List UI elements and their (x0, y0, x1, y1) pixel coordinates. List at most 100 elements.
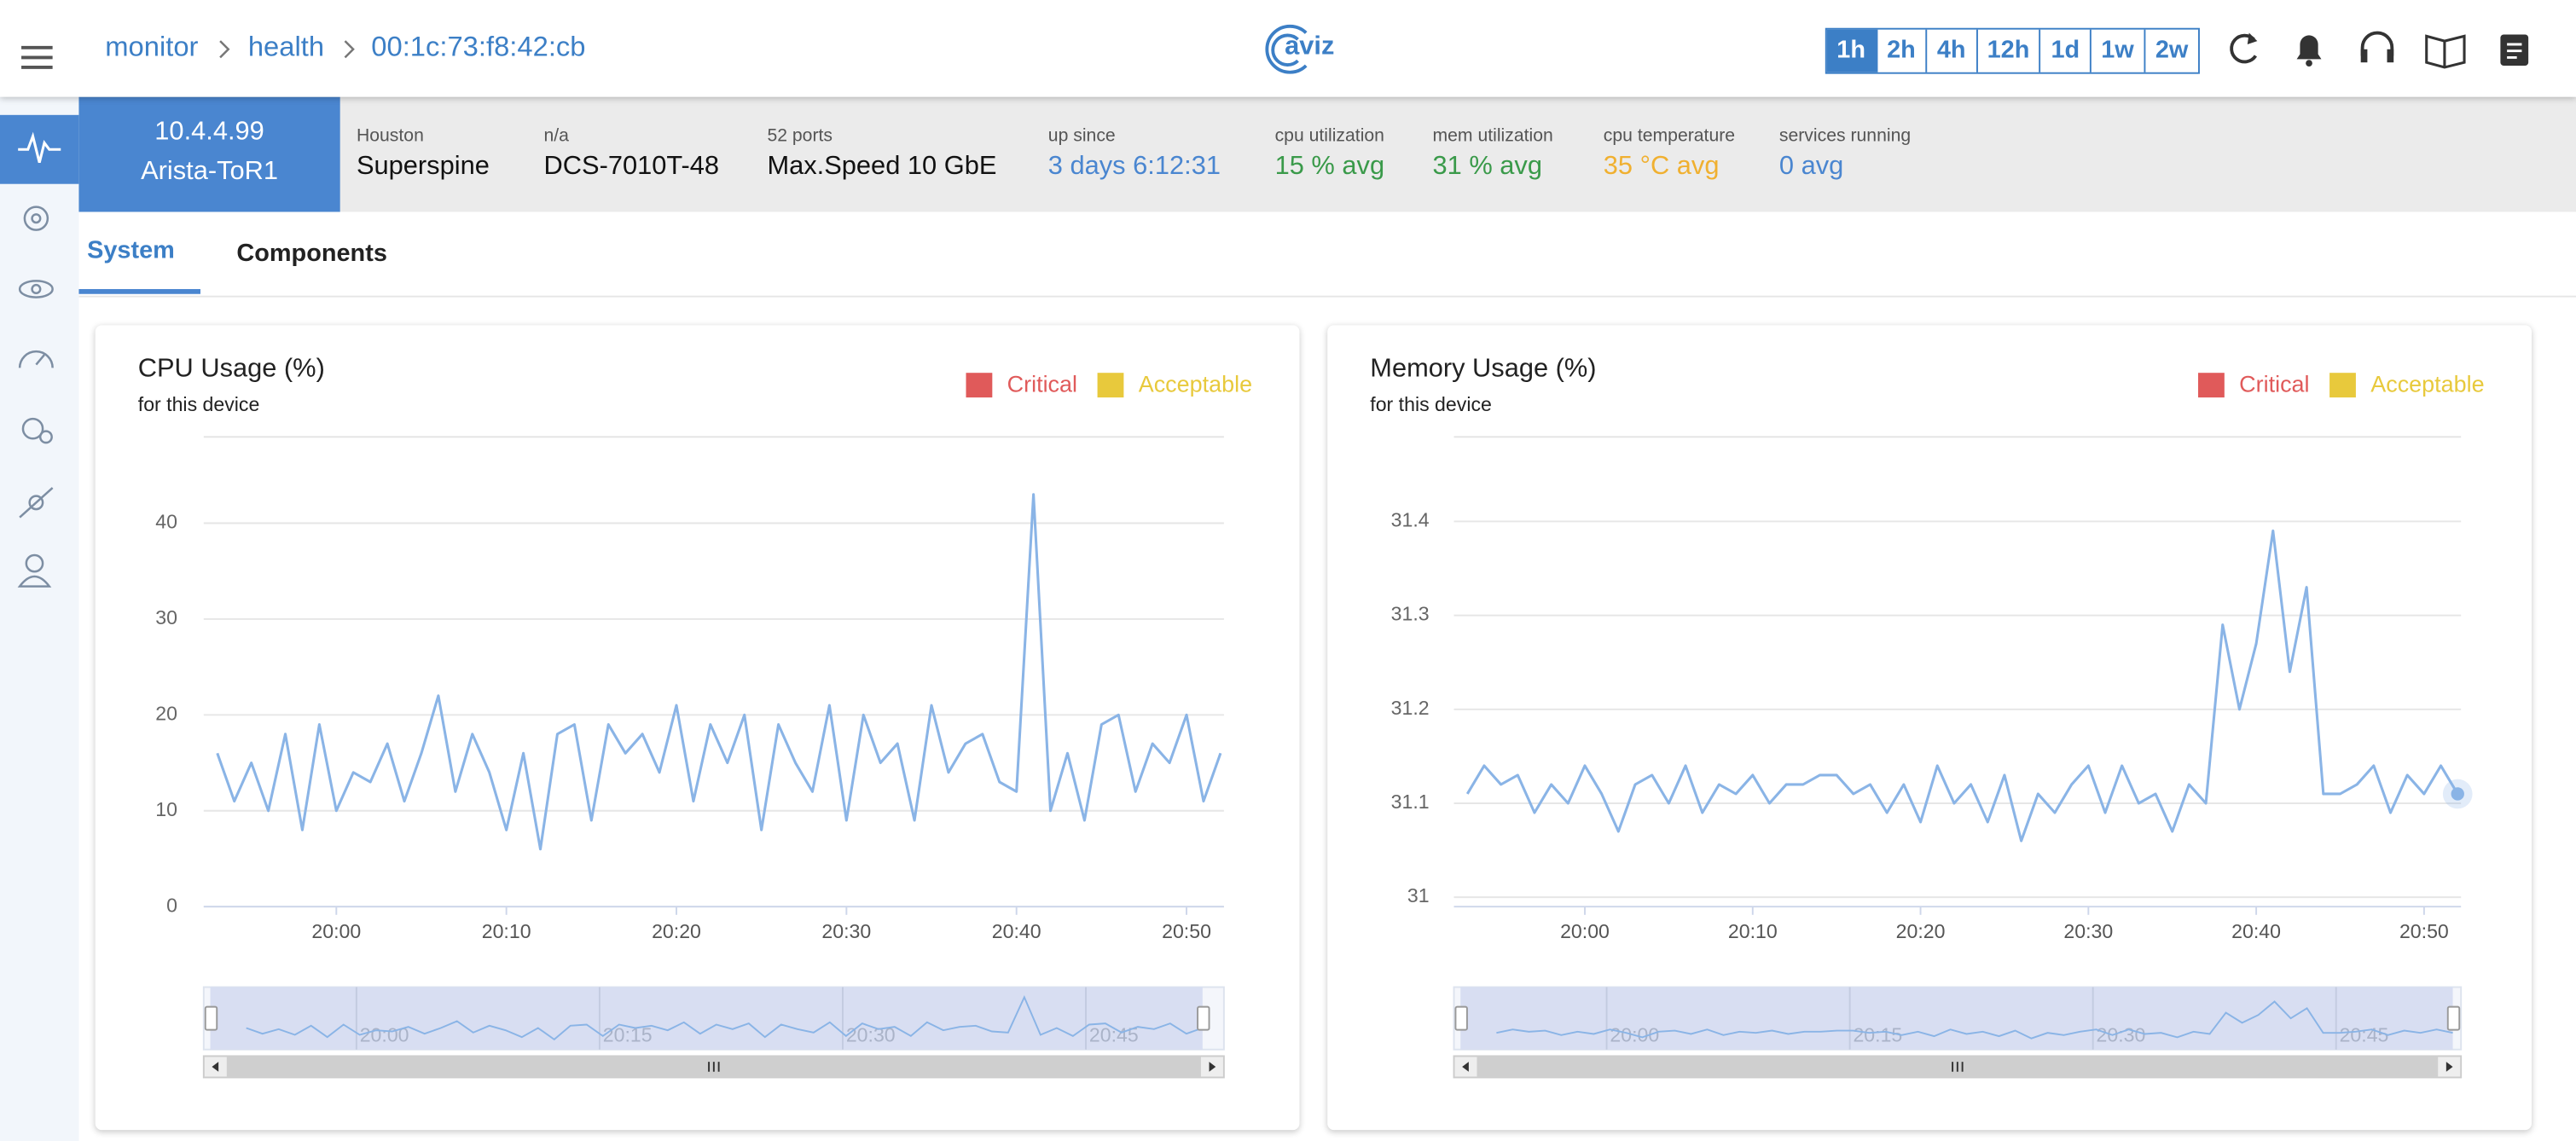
scroll-left[interactable] (1462, 1062, 1469, 1072)
chart: CPU Usage (%) for this device Critical Acce… (138, 352, 1252, 1079)
navigator-handle[interactable] (2446, 1005, 2461, 1031)
menu-button[interactable] (21, 45, 53, 69)
nav-view[interactable] (18, 280, 54, 298)
x-tick-label: 20:50 (1162, 920, 1211, 942)
device-name: Arista-ToR1 (141, 157, 279, 186)
breadcrumb-item[interactable]: health (247, 31, 325, 63)
x-tick-label: 20:20 (1896, 920, 1946, 942)
navigator-selection[interactable] (210, 987, 1203, 1050)
tab-divider (78, 295, 2576, 298)
time-range-button[interactable]: 1h (1826, 29, 1876, 72)
info-value: 35 °C avg (1603, 153, 1720, 181)
header-icons (21, 24, 2529, 74)
legend-swatch (2198, 373, 2225, 398)
navigator-tick-label: 20:45 (2340, 1023, 2389, 1045)
breadcrumb-item[interactable]: monitor (105, 31, 199, 63)
header: monitor health 00:1c:73:f8:42:cb aviz 1h… (0, 0, 2576, 97)
device-ip: 10.4.4.99 (154, 118, 264, 147)
legend-swatch (2329, 373, 2356, 398)
sidebar (0, 96, 79, 1141)
tab[interactable]: System (87, 236, 175, 265)
info-value: 15 % avg (1274, 153, 1385, 181)
time-range-button[interactable]: 2w (2144, 29, 2198, 72)
info-label: up since (1047, 126, 1116, 147)
navigator-tick-label: 20:15 (1853, 1023, 1902, 1045)
hover-point (2451, 787, 2464, 801)
x-tick-label: 20:40 (2231, 920, 2281, 942)
device-bar (78, 96, 2576, 212)
info-value: 0 avg (1778, 153, 1844, 181)
info-value: DCS-7010T-48 (543, 153, 720, 181)
y-tick-label: 31.2 (1391, 697, 1430, 719)
nav-dashboard[interactable] (18, 350, 54, 368)
navigator-line (1496, 1000, 2453, 1040)
y-tick-label: 31 (1407, 884, 1430, 906)
time-range-button[interactable]: 12h (1976, 29, 2039, 72)
info-value: Max.Speed 10 GbE (767, 153, 997, 181)
chart-subtitle: for this device (138, 393, 260, 415)
chart-card: Memory Usage (%) for this device Critical A… (1327, 325, 2532, 1131)
x-tick-label: 20:50 (2399, 920, 2449, 942)
device-box: 10.4.4.99 Arista-ToR1 (78, 96, 340, 212)
legend-label: Acceptable (2370, 372, 2484, 397)
time-range-picker: 1h 2h 4h 12h 1d 1w 2w (1825, 27, 2200, 74)
y-tick-label: 10 (155, 798, 177, 820)
x-tick-label: 20:20 (652, 920, 701, 942)
notifications-button[interactable] (2296, 35, 2322, 60)
time-range-button[interactable]: 1d (2039, 29, 2090, 72)
scroll-left[interactable] (212, 1062, 219, 1072)
tab[interactable]: Components (236, 240, 387, 268)
x-tick-label: 20:00 (311, 920, 361, 942)
navigator-tick-label: 20:00 (360, 1023, 409, 1045)
refresh-button[interactable] (2230, 33, 2258, 64)
navigator-handle[interactable] (1197, 1005, 1210, 1031)
y-tick-label: 40 (155, 511, 177, 533)
chart-title: CPU Usage (%) (138, 352, 325, 382)
chart-subtitle: for this device (1370, 393, 1492, 415)
x-tick-label: 20:10 (482, 920, 531, 942)
series-line (216, 493, 1222, 851)
info-label: cpu temperature (1603, 126, 1736, 147)
support-button[interactable] (2360, 31, 2394, 56)
sidebar-icons (0, 114, 79, 588)
info-value: Superspine (356, 153, 490, 181)
chart-card: CPU Usage (%) for this device Critical Acce… (95, 325, 1300, 1131)
time-range-button[interactable]: 1w (2089, 29, 2144, 72)
navigator-tick-label: 20:45 (1089, 1023, 1139, 1045)
active-nav[interactable] (0, 114, 79, 184)
x-tick-label: 20:10 (1728, 920, 1778, 942)
nav-settings[interactable] (21, 417, 44, 440)
nav-plugin[interactable] (19, 487, 54, 518)
info-label: Houston (356, 126, 424, 147)
navigator-handle[interactable] (1454, 1005, 1468, 1031)
info-label: mem utilization (1432, 126, 1553, 147)
legend-swatch (1097, 373, 1124, 398)
y-tick-label: 20 (155, 702, 177, 724)
breadcrumb-item[interactable]: 00:1c:73:f8:42:cb (371, 31, 586, 63)
navigator-tick-label: 20:30 (2097, 1023, 2146, 1045)
chart: Memory Usage (%) for this device Critical A… (1370, 352, 2485, 1079)
scroll-right[interactable] (1209, 1062, 1216, 1072)
time-range-button[interactable]: 4h (1925, 29, 1976, 72)
logo-mark (1265, 24, 1308, 74)
docs-button[interactable] (2425, 34, 2466, 69)
nav-user[interactable] (25, 553, 44, 573)
tab-indicator (78, 288, 200, 294)
info-label: cpu utilization (1274, 126, 1384, 147)
y-tick-label: 31.1 (1391, 791, 1430, 813)
navigator-handle[interactable] (204, 1005, 218, 1031)
legend-label: Critical (1007, 372, 1077, 397)
time-range-button[interactable]: 2h (1875, 29, 1926, 72)
navigator-selection[interactable] (1460, 987, 2453, 1050)
navigator-line (246, 995, 1204, 1041)
x-tick-label: 20:40 (992, 920, 1041, 942)
legend-label: Acceptable (1139, 372, 1252, 397)
y-tick-label: 0 (166, 894, 177, 916)
legend-label: Critical (2239, 372, 2309, 397)
x-tick-label: 20:00 (1560, 920, 1610, 942)
nav-topology[interactable] (23, 206, 49, 231)
chart-title: Memory Usage (%) (1370, 352, 1596, 382)
scroll-right[interactable] (2445, 1062, 2453, 1072)
info-label: n/a (543, 126, 569, 147)
